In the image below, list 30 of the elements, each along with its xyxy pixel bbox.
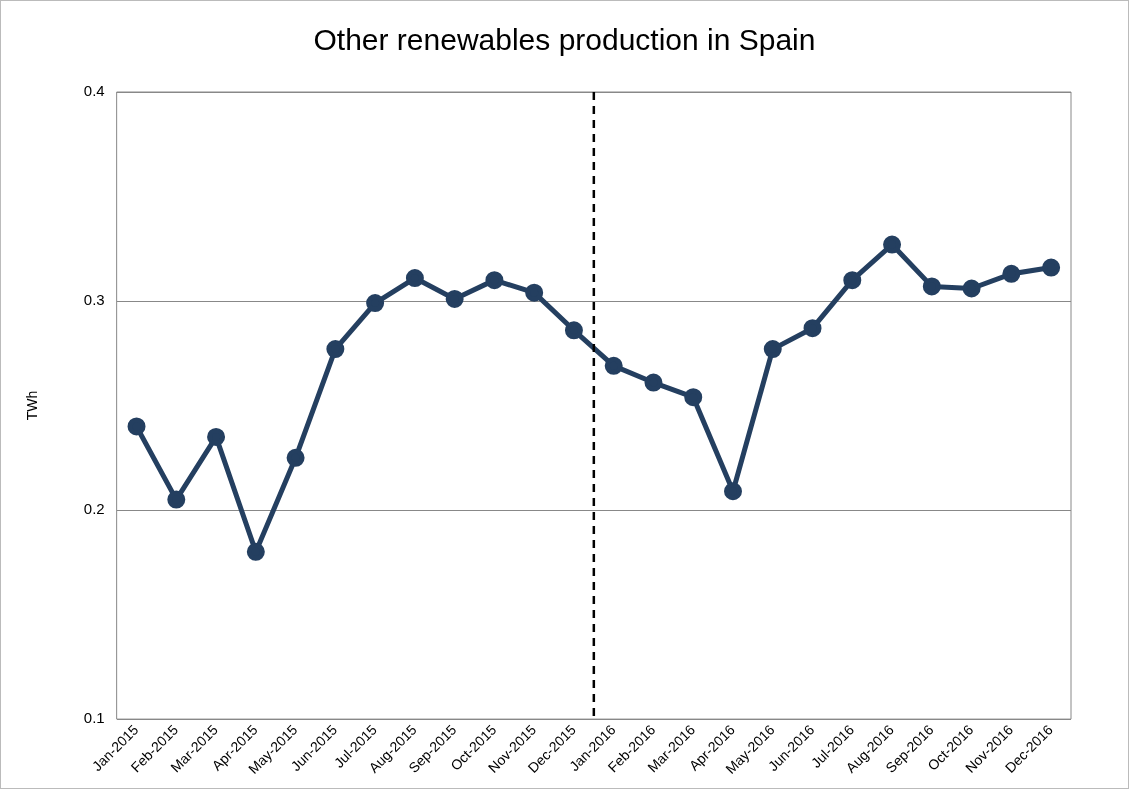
chart-title: Other renewables production in Spain (312, 23, 817, 57)
y-axis-title: TWh (24, 390, 41, 421)
y-tick-label: 0.2 (83, 500, 105, 518)
point (684, 388, 703, 407)
point (207, 427, 226, 446)
point (246, 542, 265, 561)
point (922, 277, 941, 296)
point (525, 283, 544, 302)
point (167, 490, 186, 509)
point (286, 448, 305, 467)
point (962, 279, 981, 298)
point (366, 294, 385, 313)
point (604, 356, 623, 375)
point (127, 417, 146, 436)
point (763, 340, 782, 359)
point (326, 340, 345, 359)
point (843, 271, 862, 290)
point (883, 235, 902, 254)
point (1002, 264, 1021, 283)
point (445, 289, 464, 308)
point (724, 482, 742, 501)
y-tick-label: 0.4 (83, 82, 105, 100)
point (405, 269, 424, 288)
point (644, 373, 663, 392)
y-tick-label: 0.3 (83, 291, 105, 309)
point (564, 321, 583, 340)
point (803, 319, 822, 338)
point (1042, 258, 1061, 277)
point (485, 271, 504, 290)
y-tick-label: 0.1 (83, 709, 105, 727)
